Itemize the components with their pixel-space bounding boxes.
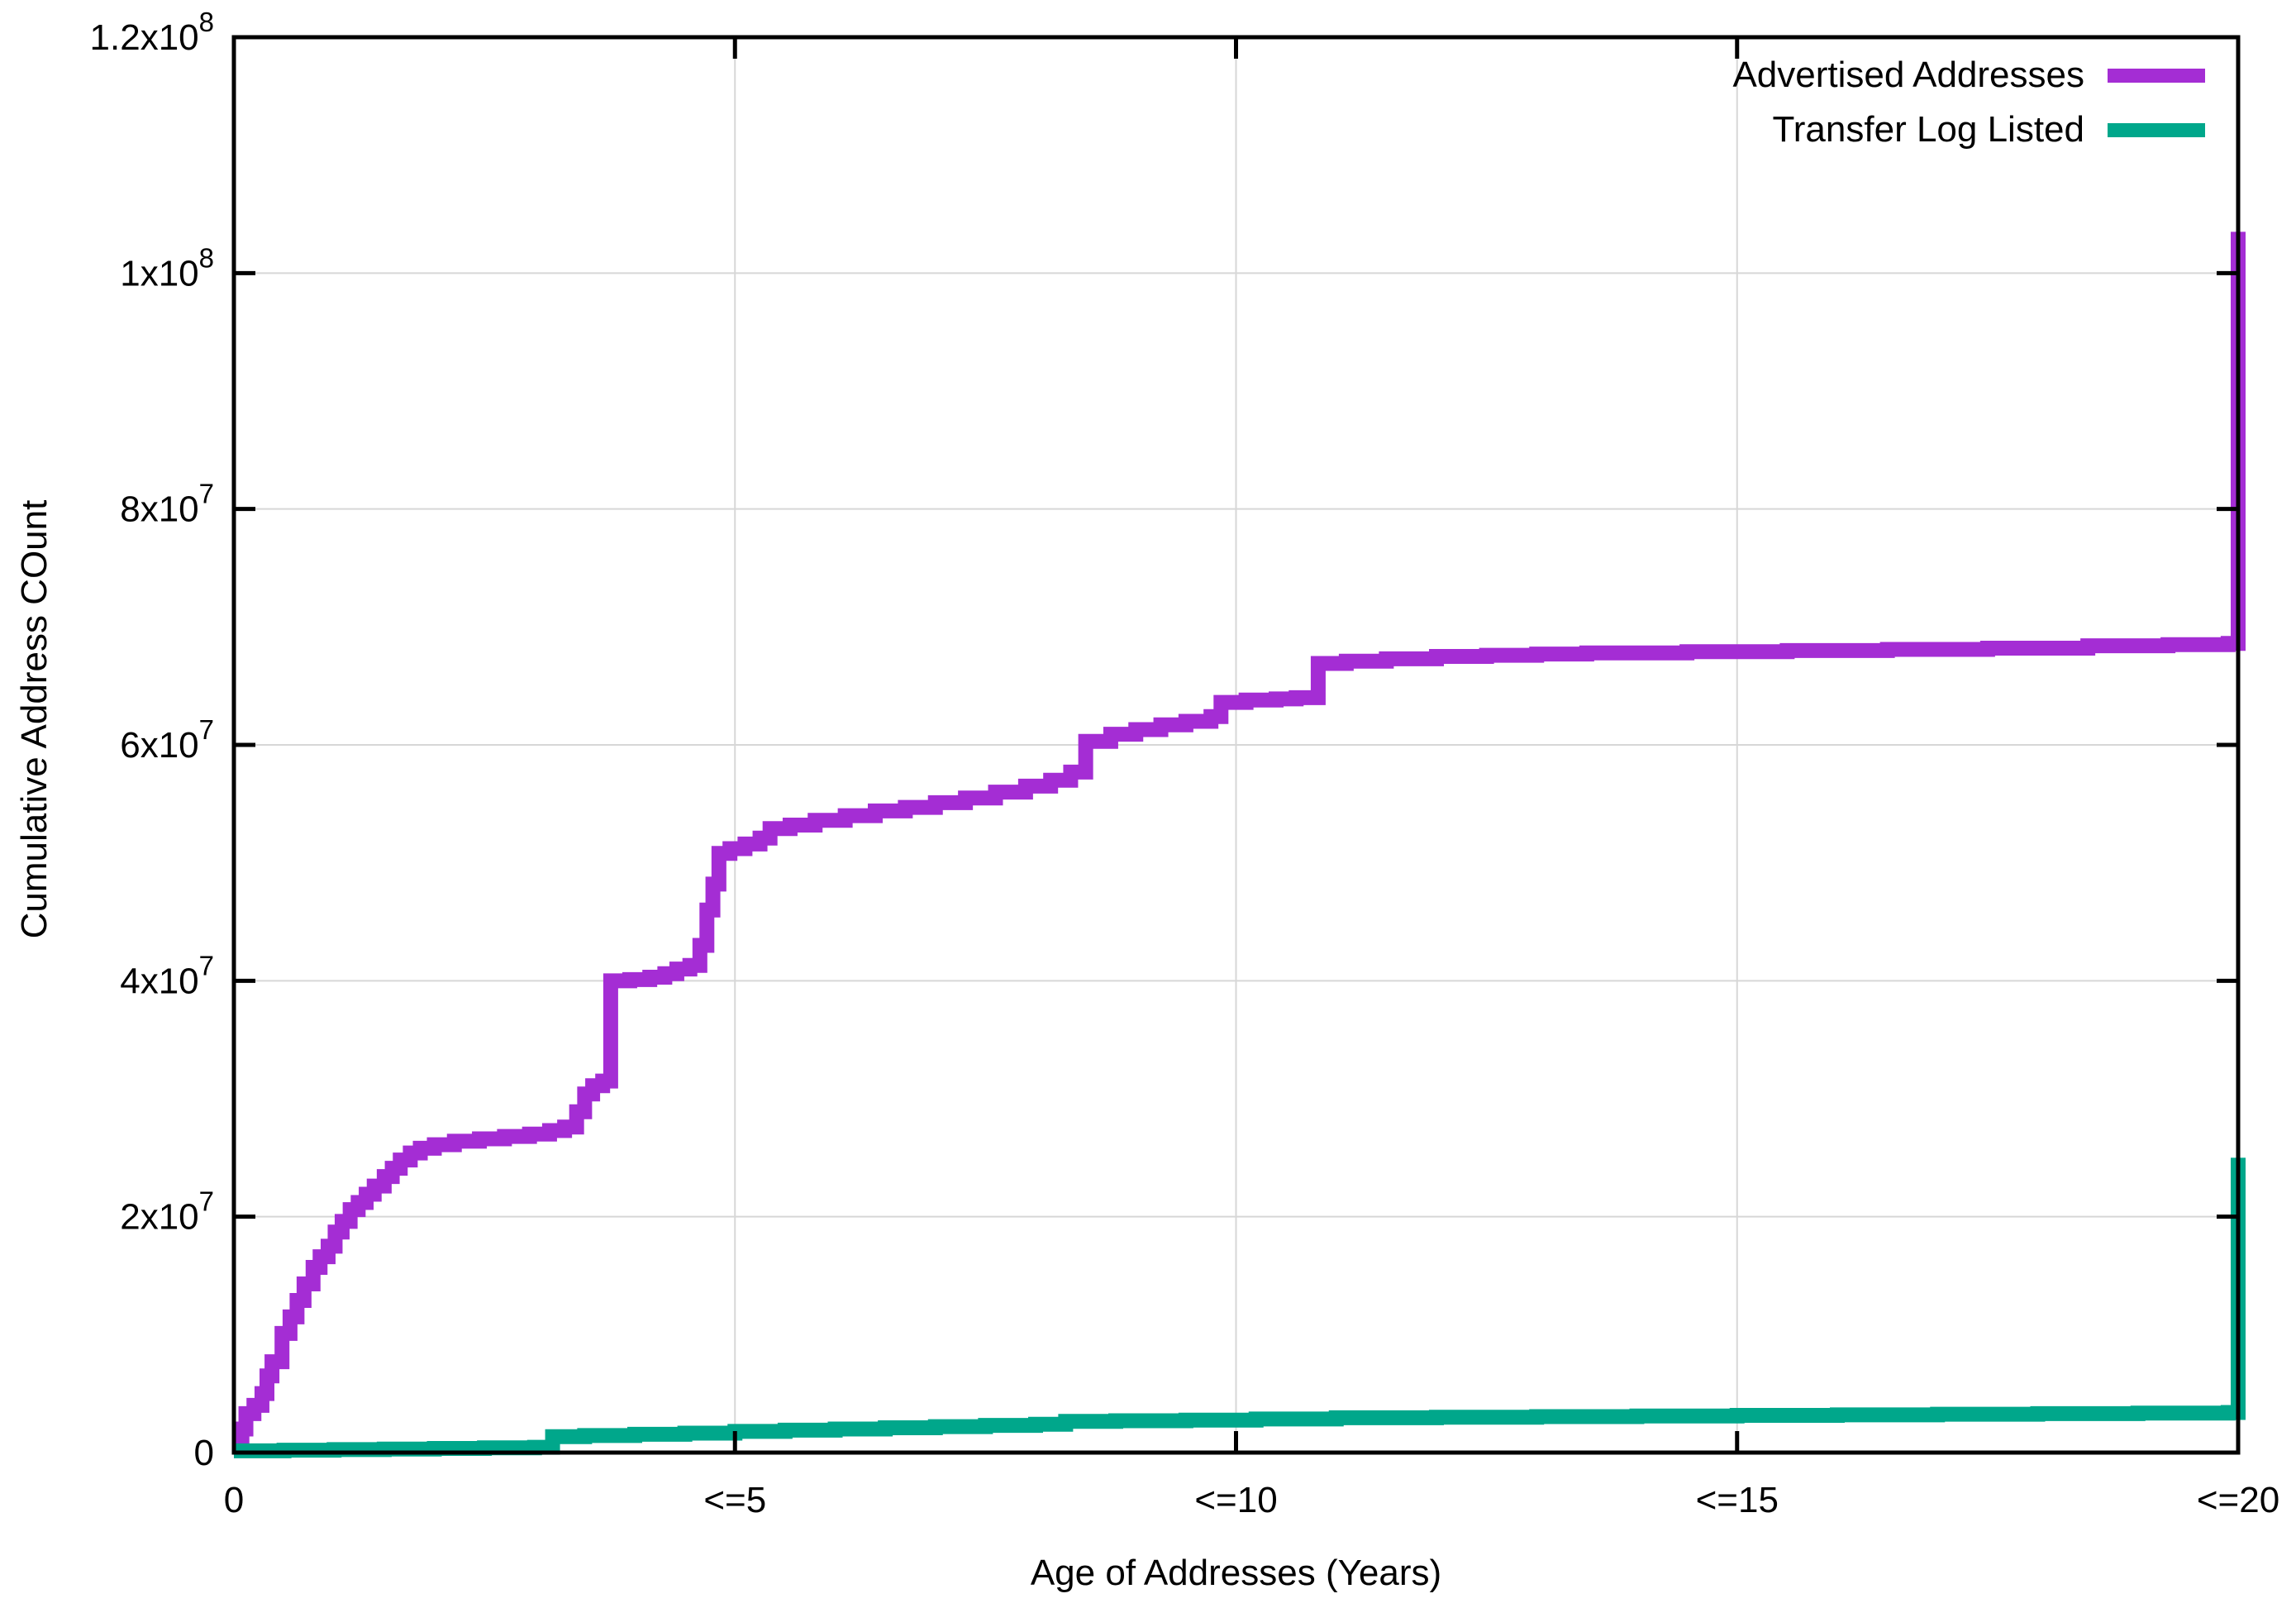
x-axis-title: Age of Addresses (Years) [1030, 1553, 1442, 1593]
legend-label-transfer-log-listed: Transfer Log Listed [1772, 109, 2084, 150]
y-tick-label: 0 [194, 1433, 214, 1473]
y-tick-label: 2x107 [120, 1186, 214, 1238]
x-tick-label: <=20 [2197, 1480, 2279, 1520]
y-tick-label: 8x107 [120, 479, 214, 530]
y-tick-label: 1x108 [120, 242, 214, 293]
legend-entry-advertised-addresses: Advertised Addresses [1732, 55, 2205, 96]
x-tick-label: <=10 [1194, 1480, 1277, 1520]
legend-swatch-advertised-addresses [2108, 68, 2205, 83]
y-tick-label: 4x107 [120, 950, 214, 1001]
x-tick-label: <=5 [703, 1480, 766, 1520]
series-transfer-log-listed [234, 1157, 2246, 1458]
x-tick-label: <=15 [1696, 1480, 1779, 1520]
x-tick-label: 0 [224, 1480, 244, 1520]
y-axis-title: Cumulative Address COunt [14, 499, 55, 939]
legend-entry-transfer-log-listed: Transfer Log Listed [1773, 109, 2205, 150]
y-tick-label: 6x107 [120, 714, 214, 766]
legend: Advertised Addresses Transfer Log Listed [1732, 55, 2205, 150]
legend-label-advertised-addresses: Advertised Addresses [1732, 55, 2084, 95]
series-advertised-addresses [234, 231, 2246, 1448]
legend-swatch-transfer-log-listed [2108, 122, 2205, 137]
y-tick-label: 1.2x108 [90, 7, 214, 58]
